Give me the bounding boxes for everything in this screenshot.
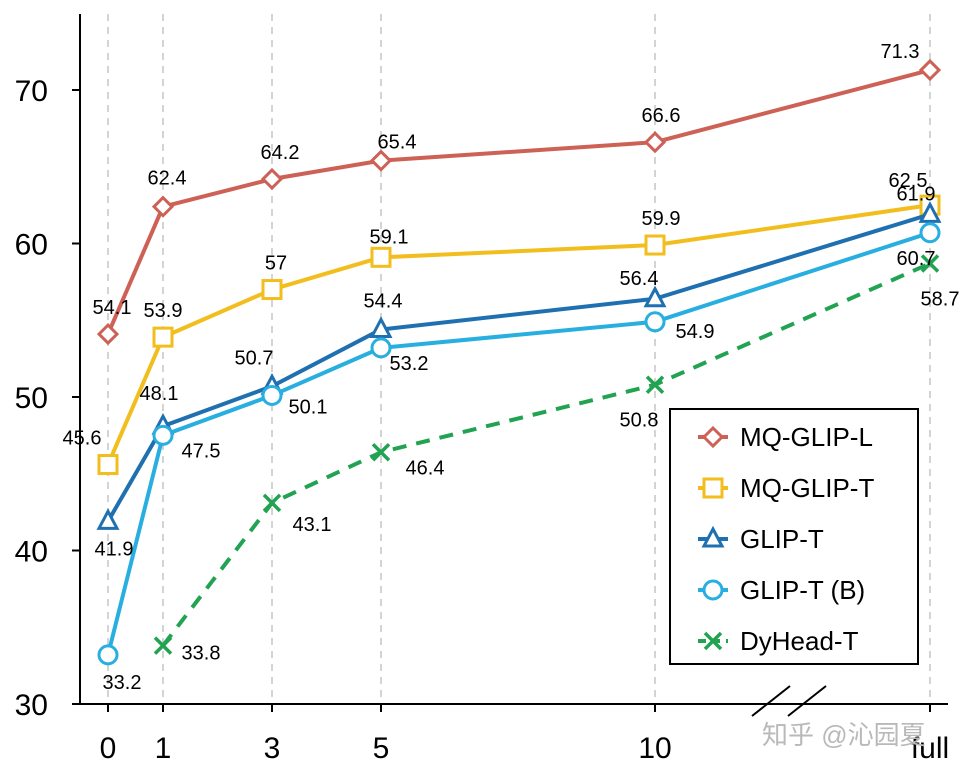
data-label: 58.7 <box>921 288 960 310</box>
data-label: 48.1 <box>140 383 179 405</box>
legend-item: DyHead-T <box>698 626 859 656</box>
data-label: 62.5 <box>889 170 928 192</box>
data-label: 33.8 <box>182 643 221 665</box>
data-label: 54.9 <box>676 321 715 343</box>
data-point-marker <box>644 311 666 333</box>
x-tick-label: 0 <box>100 732 117 765</box>
legend-label: GLIP-T <box>740 524 824 554</box>
legend-marker <box>701 525 725 548</box>
axis-break-mark <box>751 685 791 717</box>
data-point-marker <box>918 201 942 223</box>
y-tick-label: 60 <box>15 229 48 262</box>
data-point-marker <box>643 131 667 154</box>
legend-item: MQ-GLIP-L <box>698 422 873 452</box>
data-label: 56.4 <box>620 268 659 290</box>
data-point-marker <box>151 195 175 218</box>
data-label: 45.6 <box>63 428 102 450</box>
series-line <box>106 230 931 656</box>
legend-marker <box>703 631 723 651</box>
data-label: 59.1 <box>370 226 409 248</box>
data-point-marker <box>97 454 119 476</box>
data-point-marker <box>370 337 392 359</box>
data-point-marker <box>261 384 283 406</box>
data-label: 43.1 <box>293 514 332 536</box>
series-mq-glip-t <box>97 194 941 476</box>
data-point-marker <box>152 326 174 348</box>
series-line <box>106 212 931 523</box>
data-point-marker <box>643 285 667 308</box>
data-label: 53.2 <box>390 353 429 375</box>
gridlines <box>107 14 931 704</box>
data-point-marker <box>370 246 392 268</box>
data-label: 47.5 <box>182 440 221 462</box>
data-point-marker <box>644 234 666 256</box>
data-label: 41.9 <box>95 538 134 560</box>
data-label: 64.2 <box>261 142 300 164</box>
data-point-marker <box>369 316 393 338</box>
legend-label: MQ-GLIP-T <box>740 473 874 503</box>
series-glip-t-b- <box>97 222 941 666</box>
watermark: 知乎 @沁园夏 <box>762 720 926 750</box>
data-point-marker <box>920 254 940 273</box>
data-point-marker <box>262 493 282 513</box>
data-label: 59.9 <box>642 208 681 230</box>
data-point-marker <box>96 322 120 346</box>
y-tick-label: 50 <box>15 382 48 415</box>
legend-item: GLIP-T <box>698 524 824 554</box>
data-label: 54.1 <box>93 297 132 319</box>
data-point-marker <box>97 644 119 666</box>
data-point-marker <box>261 279 283 301</box>
series-layer <box>96 58 942 666</box>
data-point-marker <box>153 636 173 655</box>
data-label: 65.4 <box>378 132 417 154</box>
axis-break-mark <box>787 685 827 717</box>
data-label: 53.9 <box>144 300 183 322</box>
legend-label: MQ-GLIP-L <box>740 422 873 452</box>
x-tick-label: 3 <box>264 732 281 765</box>
legend-item: GLIP-T (B) <box>698 575 865 605</box>
x-tick-label: 1 <box>155 732 172 765</box>
data-labels: 54.1 62.4 64.2 65.4 66.6 71.3 45.6 53.9 57 59.1 59… <box>63 41 960 694</box>
series-dyhead-t <box>153 254 940 655</box>
data-point-marker <box>96 508 120 530</box>
data-point-marker <box>645 375 665 394</box>
data-point-marker <box>369 149 393 172</box>
data-label: 46.4 <box>406 457 445 479</box>
legend: MQ-GLIP-L MQ-GLIP-T GLIP-T GLIP-T (B) DyHead… <box>669 408 919 665</box>
data-label: 54.4 <box>364 290 403 312</box>
legend-marker <box>702 477 724 499</box>
legend-label: GLIP-T (B) <box>740 575 865 605</box>
data-label: 50.8 <box>620 410 659 432</box>
data-point-marker <box>371 443 391 462</box>
data-label: 61.9 <box>897 183 936 205</box>
data-point-marker <box>919 222 941 244</box>
y-tick-label: 30 <box>15 689 48 722</box>
series-line <box>106 68 931 335</box>
x-tick-label: 10 <box>638 732 671 765</box>
x-tick-label: full <box>911 732 949 765</box>
data-point-marker <box>260 167 284 191</box>
data-label: 50.1 <box>289 396 328 418</box>
data-label: 50.7 <box>235 347 274 369</box>
legend-marker <box>702 579 724 601</box>
series-line <box>106 203 931 466</box>
legend-marker <box>701 425 725 449</box>
data-label: 57 <box>265 253 287 275</box>
y-tick-label: 70 <box>15 75 48 108</box>
legend-label: DyHead-T <box>740 626 859 656</box>
axes: 30 40 50 60 70 0 1 3 5 10 full <box>15 14 949 765</box>
y-tick-label: 40 <box>15 536 48 569</box>
x-tick-label: 5 <box>373 732 390 765</box>
legend-item: MQ-GLIP-T <box>698 473 874 503</box>
data-point-marker <box>918 58 942 82</box>
series-mq-glip-l <box>96 58 942 346</box>
data-label: 71.3 <box>881 41 920 63</box>
data-label: 60.7 <box>897 248 936 270</box>
data-label: 62.4 <box>148 168 187 190</box>
series-glip-t <box>96 201 942 530</box>
data-label: 66.6 <box>642 105 681 127</box>
data-point-marker <box>152 424 174 446</box>
data-label: 33.2 <box>103 672 142 694</box>
